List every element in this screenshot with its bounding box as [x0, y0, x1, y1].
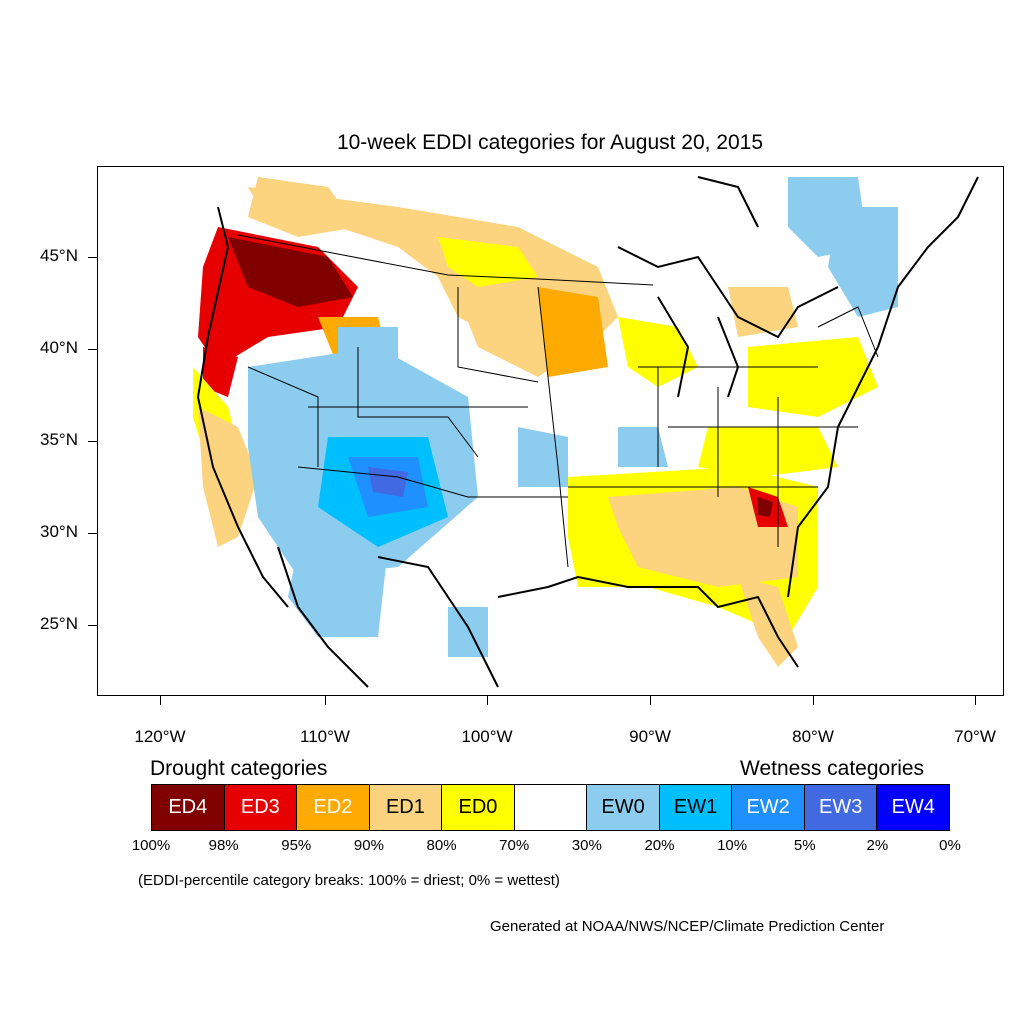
legend-break-label: 0%	[939, 837, 961, 854]
legend-swatch: ED4	[152, 785, 225, 830]
longitude-tick	[975, 696, 976, 705]
longitude-tick	[813, 696, 814, 705]
legend-swatch: ED2	[297, 785, 370, 830]
legend-break-label: 70%	[499, 837, 530, 854]
legend-break-label: 2%	[866, 837, 889, 854]
legend-break-label: 100%	[131, 837, 171, 854]
longitude-label: 70°W	[954, 727, 996, 746]
longitude-label: 120°W	[134, 727, 186, 746]
longitude-label: 100°W	[461, 727, 513, 746]
coastline	[196, 176, 979, 688]
longitude-tick	[650, 696, 651, 705]
legend-break-label: 80%	[426, 837, 457, 854]
latitude-tick	[88, 349, 97, 350]
longitude-tick	[160, 696, 161, 705]
category-shading	[193, 177, 898, 667]
longitude-tick	[487, 696, 488, 705]
legend-break-label: 5%	[793, 837, 816, 854]
longitude-label: 90°W	[629, 727, 671, 746]
longitude-label: 80°W	[792, 727, 834, 746]
longitude-tick	[325, 696, 326, 705]
legend-swatch: EW3	[804, 785, 878, 830]
latitude-label: 25°N	[40, 614, 78, 633]
latitude-tick	[88, 257, 97, 258]
latitude-label: 35°N	[40, 430, 78, 449]
map-frame	[97, 166, 1004, 696]
drought-categories-heading: Drought categories	[150, 757, 328, 780]
latitude-label: 30°N	[40, 522, 78, 541]
latitude-tick	[88, 533, 97, 534]
legend-swatch: ED3	[224, 785, 298, 830]
credit-line: Generated at NOAA/NWS/NCEP/Climate Predi…	[490, 918, 885, 935]
legend-swatch: EW0	[587, 785, 660, 830]
legend-swatch	[514, 785, 588, 830]
latitude-tick	[88, 625, 97, 626]
legend-swatch: ED0	[442, 785, 515, 830]
latitude-tick	[88, 441, 97, 442]
latitude-label: 40°N	[40, 338, 78, 357]
latitude-label: 45°N	[40, 246, 78, 265]
longitude-label: 110°W	[300, 727, 350, 746]
legend-break-label: 30%	[571, 837, 602, 854]
map-canvas	[193, 176, 979, 688]
political-boundaries	[237, 234, 879, 568]
legend-swatch: EW2	[732, 785, 805, 830]
category-legend: ED4 ED3 ED2 ED1 ED0 EW0 EW1 EW2 EW3 EW4	[151, 784, 950, 831]
legend-break-label: 98%	[208, 837, 239, 854]
legend-break-label: 20%	[644, 837, 675, 854]
legend-swatch: EW4	[877, 785, 950, 830]
legend-swatch: ED1	[369, 785, 443, 830]
wetness-categories-heading: Wetness categories	[740, 757, 925, 780]
legend-swatch: EW1	[659, 785, 733, 830]
legend-break-label: 95%	[281, 837, 312, 854]
map-title: 10-week EDDI categories for August 20, 2…	[336, 131, 764, 154]
legend-break-label: 90%	[353, 837, 384, 854]
legend-break-label: 10%	[717, 837, 748, 854]
category-note: (EDDI-percentile category breaks: 100% =…	[138, 872, 560, 889]
